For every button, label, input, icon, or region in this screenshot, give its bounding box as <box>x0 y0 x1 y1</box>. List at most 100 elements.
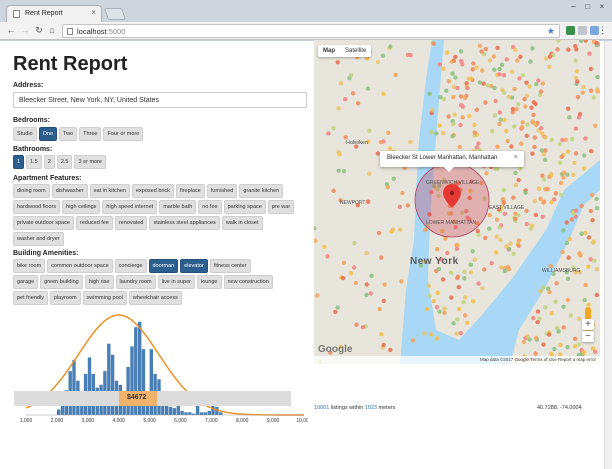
reload-icon[interactable]: ↻ <box>35 25 43 35</box>
amenity-option-button[interactable]: playroom <box>49 291 81 305</box>
tab-close-icon[interactable]: × <box>91 8 96 17</box>
histogram-bar <box>149 349 153 415</box>
feature-option-button[interactable]: high ceilings <box>62 200 101 214</box>
google-logo: Google <box>318 344 353 355</box>
feature-option-button[interactable]: eat in kitchen <box>89 184 130 198</box>
location-pin-icon[interactable] <box>443 184 461 208</box>
amenity-option-button[interactable]: bike room <box>13 259 46 273</box>
amenity-option-button[interactable]: wheelchair access <box>128 291 182 305</box>
feature-option-button[interactable]: hardwood floors <box>13 200 61 214</box>
histogram-bar <box>145 401 150 415</box>
map-label-williamsburg: WILLIAMSBURG <box>542 268 581 274</box>
bathroom-option-button[interactable]: 1.5 <box>26 155 42 169</box>
bedroom-option-button[interactable]: Studio <box>13 127 37 141</box>
back-icon[interactable]: ← <box>6 25 16 35</box>
feature-option-button[interactable]: exposed brick <box>132 184 174 198</box>
bedroom-option-button[interactable]: Three <box>79 127 102 141</box>
street-view-pegman-icon[interactable] <box>585 307 591 319</box>
features-label: Apartment Features: <box>13 175 82 182</box>
address-input[interactable]: Bleecker Street, New York, NY, United St… <box>13 92 307 108</box>
browser-tab[interactable]: Rent Report × <box>6 5 102 22</box>
bookmark-star-icon[interactable]: ★ <box>546 26 555 36</box>
amenity-option-button[interactable]: pet friendly <box>13 291 48 305</box>
zoom-out-button[interactable]: − <box>582 331 594 342</box>
histogram-bar <box>72 360 76 415</box>
feature-option-button[interactable]: pre war <box>267 200 295 214</box>
forward-icon[interactable]: → <box>20 25 30 35</box>
extension-icon[interactable] <box>590 26 599 35</box>
map-canvas[interactable] <box>314 40 600 364</box>
home-icon[interactable]: ⌂ <box>49 25 55 35</box>
info-window-text: Bleecker St Lower Manhattan, Manhattan <box>387 155 498 161</box>
amenity-option-button[interactable]: live in super <box>157 275 195 289</box>
amenity-option-button[interactable]: common outdoor space <box>47 259 113 273</box>
feature-option-button[interactable]: private outdoor space <box>13 216 74 230</box>
bathroom-option-button[interactable]: 1 <box>13 155 25 169</box>
histogram-bar <box>219 412 223 415</box>
address-bar[interactable]: localhost:5000 ★ <box>62 24 560 38</box>
histogram-bar <box>60 404 65 415</box>
amenity-option-button[interactable]: concierge <box>114 259 147 273</box>
slider-handle[interactable] <box>118 391 158 406</box>
x-tick-label: 5,000 <box>143 418 156 423</box>
zoom-in-button[interactable]: + <box>582 319 594 330</box>
amenity-option-button[interactable]: doorman <box>148 259 179 273</box>
amenity-option-button[interactable]: laundry room <box>115 275 156 289</box>
feature-option-button[interactable]: high speed internet <box>102 200 158 214</box>
extension-icon[interactable] <box>566 26 575 35</box>
feature-option-button[interactable]: reduced fee <box>75 216 113 230</box>
feature-option-button[interactable]: washer and dryer <box>13 232 64 246</box>
bedrooms-group: Studio One Two Three Four or more <box>13 127 309 141</box>
listing-status: 10001 listings within 1023 meters <box>314 405 395 411</box>
amenity-option-button[interactable]: new construction <box>223 275 273 289</box>
amenity-option-button[interactable]: fitness center <box>209 259 251 273</box>
bathroom-option-button[interactable]: 2 <box>43 155 55 169</box>
bedroom-option-button[interactable]: One <box>38 127 58 141</box>
feature-option-button[interactable]: dishwasher <box>51 184 88 198</box>
extension-icon[interactable] <box>578 26 587 35</box>
map-type-map[interactable]: Map <box>323 48 335 54</box>
browser-tabstrip: Rent Report × – □ × <box>0 0 612 22</box>
map-panel[interactable]: Map Satellite Hoboken GREENWICH VILLAGE … <box>314 40 600 364</box>
feature-option-button[interactable]: parking space <box>223 200 266 214</box>
feature-option-button[interactable]: dining room <box>13 184 50 198</box>
density-curve <box>25 314 304 416</box>
amenity-option-button[interactable]: high rise <box>84 275 114 289</box>
info-window-close-icon[interactable]: × <box>513 154 518 161</box>
feature-option-button[interactable]: furnished <box>206 184 238 198</box>
map-type-satellite[interactable]: Satellite <box>345 48 367 54</box>
brooklyn-land <box>510 190 600 364</box>
histogram-bar <box>130 346 134 415</box>
amenity-option-button[interactable]: garage <box>13 275 39 289</box>
feature-option-button[interactable]: no fee <box>198 200 222 214</box>
feature-option-button[interactable]: stainless steel appliances <box>149 216 220 230</box>
bedroom-option-button[interactable]: Two <box>59 127 78 141</box>
page-scrollbar[interactable] <box>604 41 612 469</box>
bathroom-option-button[interactable]: 2.5 <box>56 155 73 169</box>
amenity-option-button[interactable]: swimming pool <box>82 291 127 305</box>
histogram-bar <box>161 401 165 415</box>
feature-option-button[interactable]: fireplace <box>175 184 205 198</box>
browser-menu-icon[interactable]: ⋮ <box>598 25 607 35</box>
feature-option-button[interactable]: marble bath <box>159 200 197 214</box>
bedroom-option-button[interactable]: Four or more <box>103 127 144 141</box>
rent-slider[interactable]: $4672 <box>14 391 291 406</box>
feature-option-button[interactable]: renovated <box>114 216 148 230</box>
maximize-button[interactable]: □ <box>585 2 591 11</box>
close-window-button[interactable]: × <box>599 2 605 11</box>
page-info-icon[interactable] <box>67 28 73 35</box>
amenity-option-button[interactable]: green building <box>40 275 83 289</box>
x-tick-label: 3,000 <box>82 418 95 423</box>
feature-option-button[interactable]: granite kitchen <box>239 184 284 198</box>
histogram-bar <box>87 357 92 415</box>
map-label-newport: NEWPORT <box>340 200 366 206</box>
bathrooms-label: Bathrooms: <box>13 146 53 153</box>
bathroom-option-button[interactable]: 3 or more <box>74 155 106 169</box>
amenity-option-button[interactable]: elevator <box>180 259 208 273</box>
histogram-bar <box>110 354 115 415</box>
new-tab-button[interactable] <box>103 8 127 20</box>
minimize-button[interactable]: – <box>571 2 576 11</box>
amenity-option-button[interactable]: lounge <box>196 275 222 289</box>
histogram-bar <box>80 401 84 415</box>
feature-option-button[interactable]: walk in closet <box>221 216 263 230</box>
